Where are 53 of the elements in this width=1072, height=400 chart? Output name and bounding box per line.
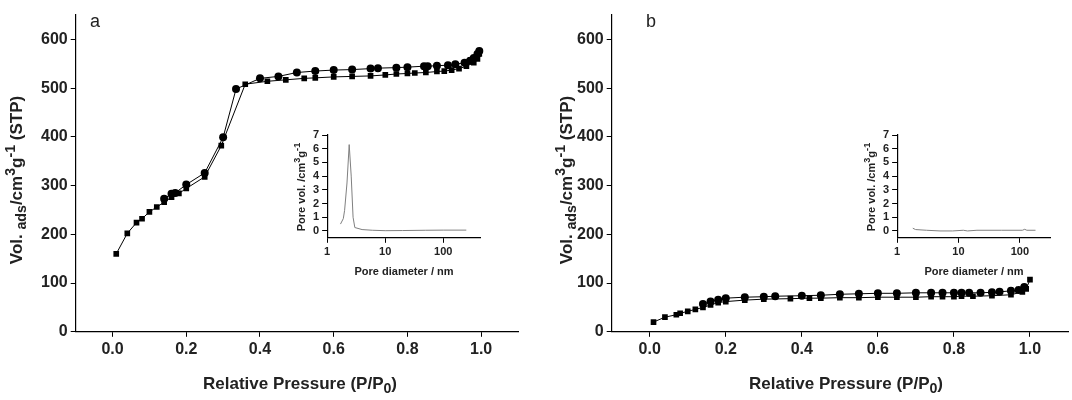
x-tick-label: 10 [379, 245, 392, 258]
y-tick-label: 6 [882, 141, 890, 154]
x-tick-label: 0.4 [790, 339, 814, 357]
y-tick-label: 4 [882, 169, 890, 182]
y-tick-label: 400 [40, 127, 68, 145]
x-tick-label: 0.6 [322, 339, 345, 357]
chart-title: a [90, 11, 101, 31]
x-tick-label: 1.0 [1018, 339, 1042, 357]
x-tick-label: 1 [894, 245, 901, 258]
x-tick-label: 0.0 [101, 339, 124, 357]
y-tick-label: 0 [882, 223, 890, 236]
y-tick-label: 200 [40, 224, 68, 242]
y-tick-label: 6 [312, 141, 320, 154]
y-tick-label: 1 [882, 210, 890, 223]
y-tick-label: 3 [312, 182, 320, 195]
x-axis-title: Relative Pressure (P/P$_{0}$) [748, 373, 944, 397]
x-tick-label: 0.6 [866, 339, 890, 357]
y-tick-label: 300 [40, 175, 68, 193]
x-tick-label: 1.0 [470, 339, 493, 357]
y-tick-label: 600 [40, 29, 68, 47]
y-tick-label: 100 [40, 273, 68, 291]
y-tick-label: 7 [312, 128, 320, 141]
x-axis-title: Pore diameter / nm [924, 264, 1024, 277]
x-tick-label: 0.8 [396, 339, 419, 357]
y-tick-label: 300 [576, 175, 604, 193]
x-tick-label: 0.4 [248, 339, 272, 357]
y-tick-label: 500 [40, 78, 68, 96]
x-tick-label: 0.2 [175, 339, 198, 357]
y-tick-label: 1 [312, 210, 320, 223]
x-axis-title: Pore diameter / nm [354, 264, 454, 277]
y-tick-label: 0 [58, 322, 68, 340]
y-tick-label: 7 [882, 128, 890, 141]
y-tick-label: 2 [882, 196, 890, 209]
x-tick-label: 100 [434, 245, 453, 258]
x-tick-label: 10 [952, 245, 965, 258]
y-tick-label: 5 [312, 155, 320, 168]
y-tick-label: 0 [312, 223, 320, 236]
y-tick-label: 400 [576, 127, 604, 145]
x-tick-label: 1 [324, 245, 331, 258]
y-tick-label: 3 [882, 182, 890, 195]
x-axis-title: Relative Pressure (P/P$_{0}$) [202, 373, 398, 397]
y-tick-label: 2 [312, 196, 320, 209]
chart-title: b [646, 11, 657, 31]
y-tick-label: 4 [312, 169, 320, 182]
x-tick-label: 100 [1010, 245, 1030, 258]
x-tick-label: 0.0 [638, 339, 661, 357]
y-tick-label: 0 [594, 322, 604, 340]
x-tick-label: 0.8 [942, 339, 966, 357]
y-tick-label: 600 [576, 29, 604, 47]
y-tick-label: 5 [882, 155, 890, 168]
y-tick-label: 100 [576, 273, 604, 291]
x-tick-label: 0.2 [714, 339, 737, 357]
y-tick-label: 500 [576, 78, 604, 96]
